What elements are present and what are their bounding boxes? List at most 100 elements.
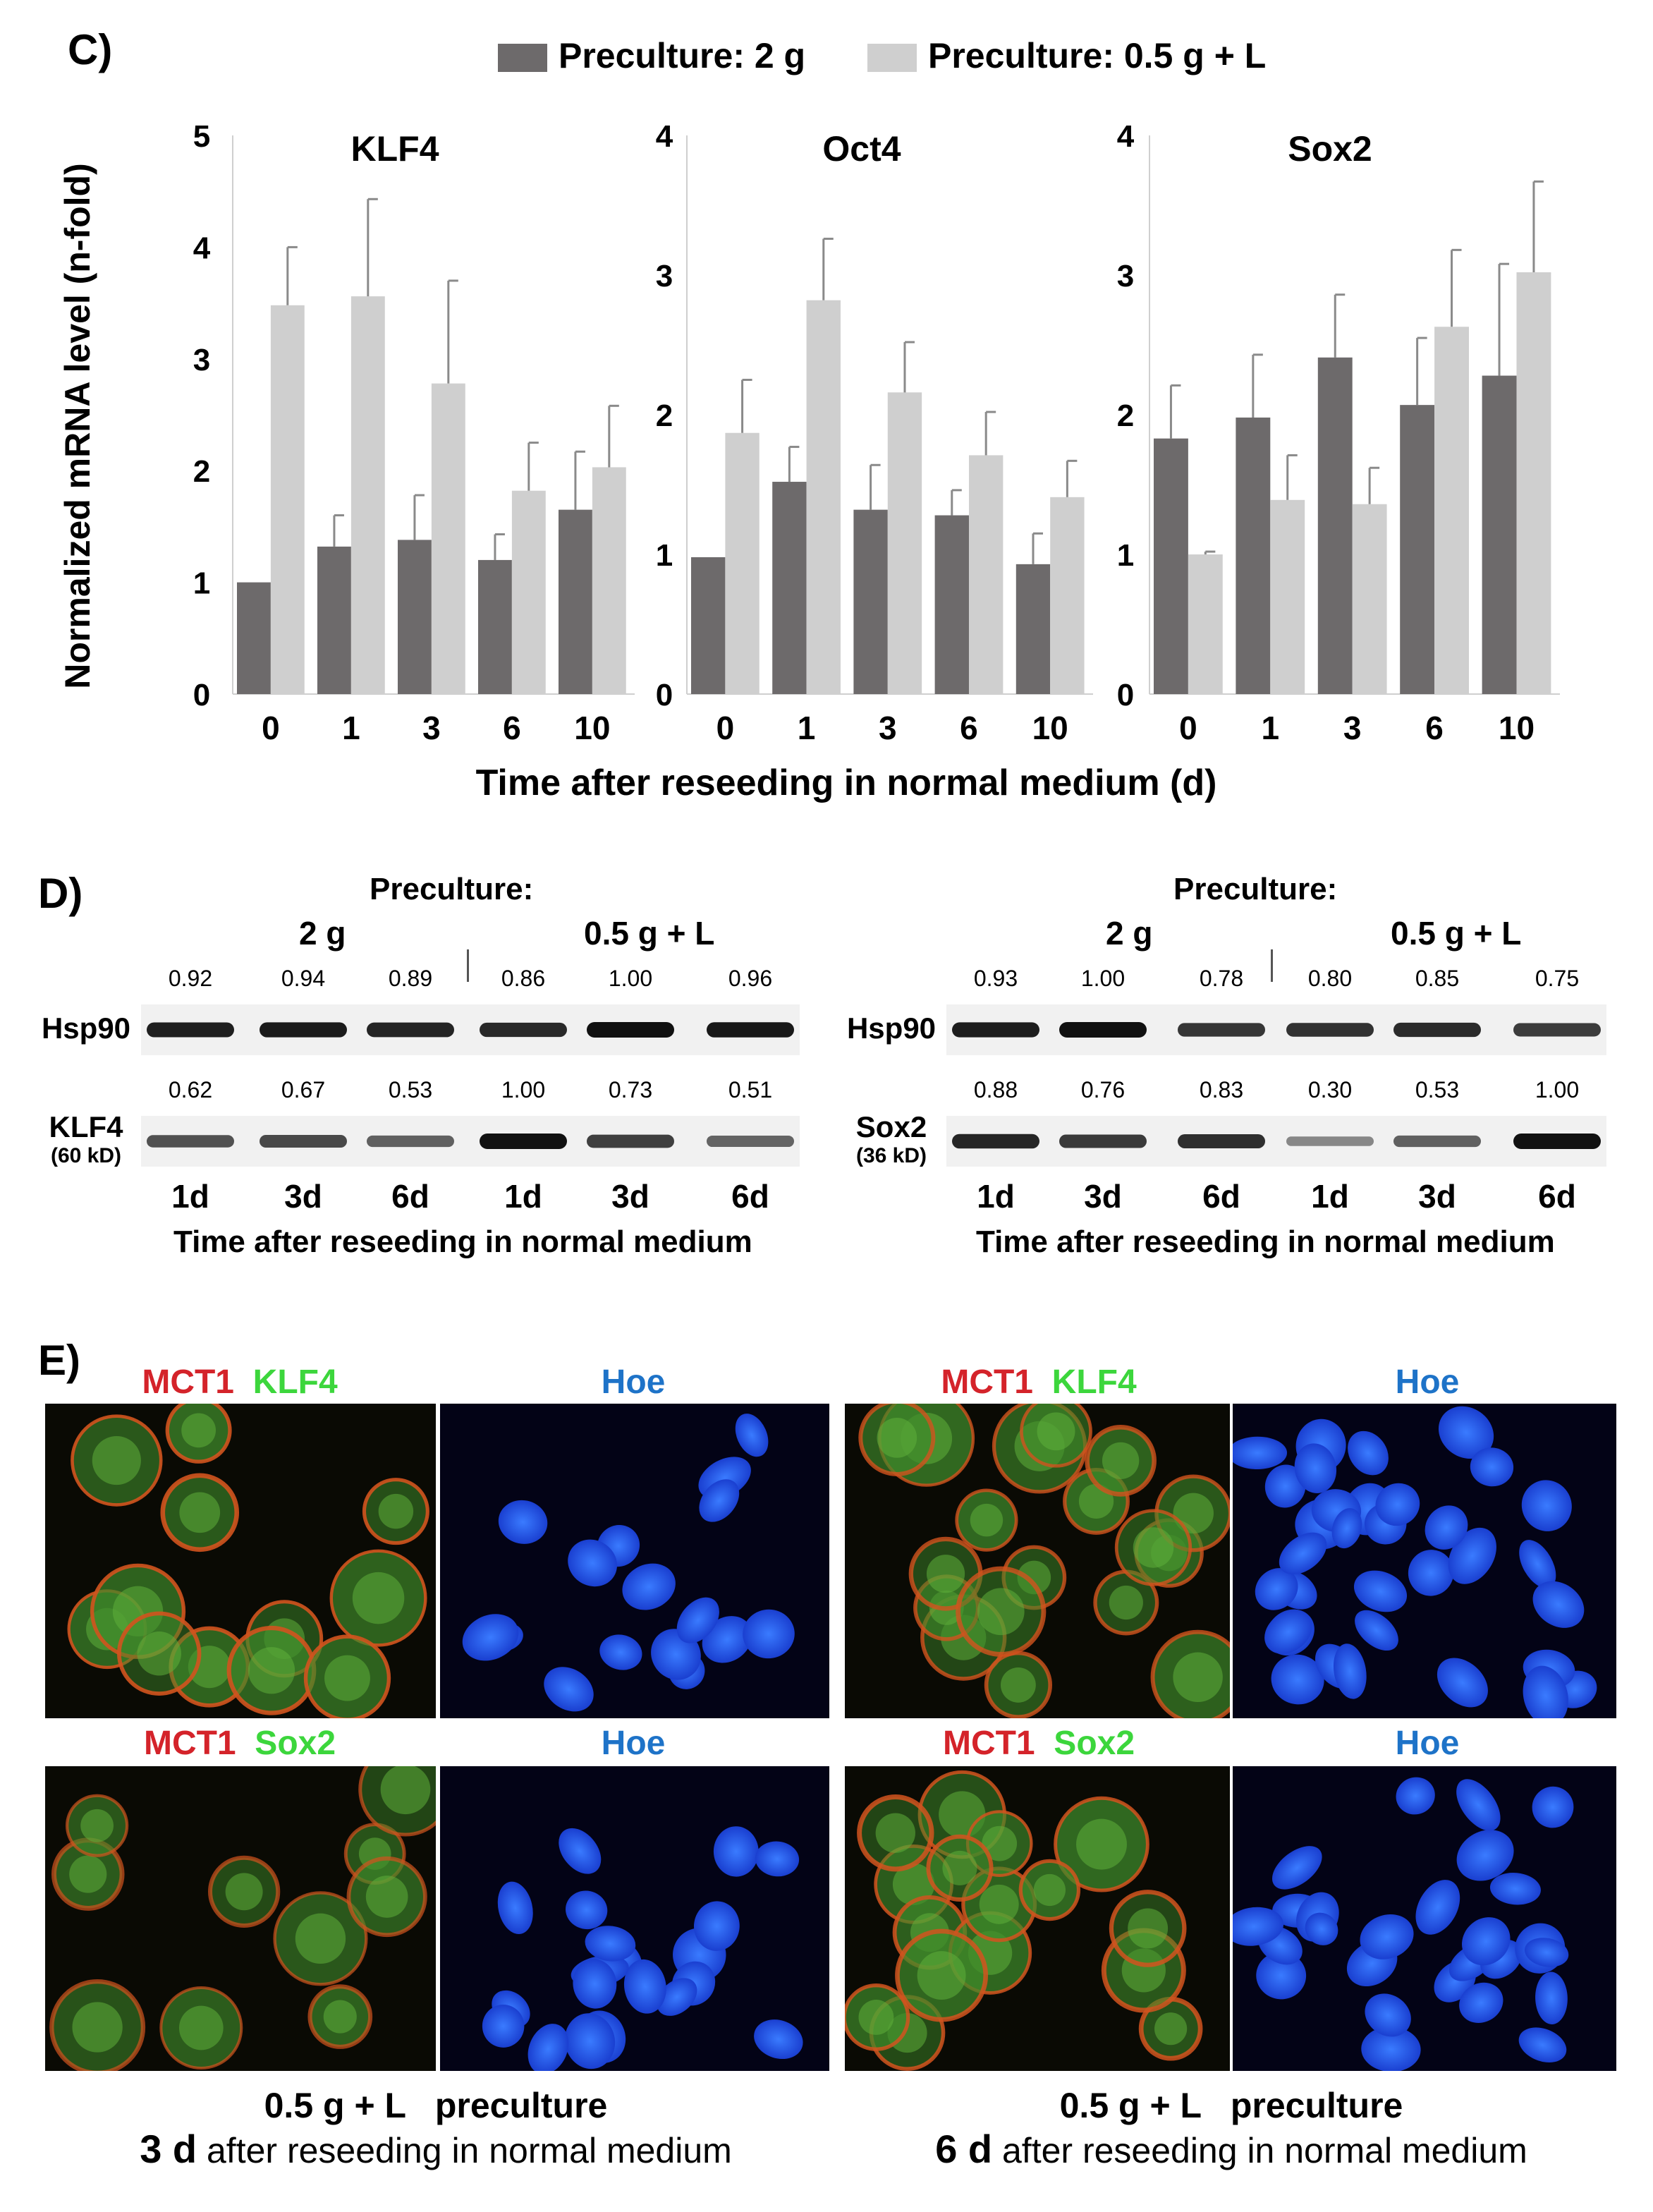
bar-sox2-10-s0 (1482, 375, 1517, 694)
nucleus (1415, 1880, 1460, 1935)
lane-label: 1d (977, 1178, 1015, 1215)
panel-e-label: E) (38, 1337, 80, 1384)
blot-strip (141, 1004, 800, 1055)
chart-sox2: Sox2 0 1 2 3 4 0 1 3 6 10 (1117, 119, 1560, 746)
blot-band (367, 1022, 454, 1038)
cell-nucleus (323, 2000, 357, 2034)
chart-title: KLF4 (351, 129, 439, 169)
bar-oct4-3-s0 (853, 509, 888, 694)
nucleus (1523, 1665, 1568, 1718)
cell-nucleus (69, 1855, 107, 1893)
y-tick-label: 1 (193, 566, 210, 601)
blot1-group-divider (467, 949, 469, 982)
chart-oct4: Oct4 0 1 2 3 4 0 1 3 6 10 (656, 119, 1093, 746)
nucleus (1255, 1568, 1298, 1610)
nucleus (585, 1926, 636, 1962)
y-tick-label: 5 (193, 119, 210, 154)
nucleus (1361, 2026, 1421, 2071)
densitometry-value: 0.88 (974, 1077, 1018, 1102)
bar-klf4-1-s0 (317, 546, 351, 694)
nucleus (622, 1563, 676, 1610)
bar-oct4-0-s1 (725, 432, 760, 694)
caption-6d-line2: 6 d after reseeding in normal medium (843, 2126, 1619, 2172)
cell-nucleus (875, 1813, 915, 1853)
blot-band (480, 1134, 567, 1149)
blot1-group-right: 0.5 g + L (584, 915, 715, 952)
blot1-group-left: 2 g (299, 915, 346, 952)
densitometry-value: 0.51 (728, 1077, 772, 1102)
cell-nucleus (324, 1655, 370, 1701)
caption-3d: 0.5 g + L preculture 3 d after reseeding… (42, 2085, 829, 2172)
cell-nucleus (352, 1572, 405, 1624)
x-tick-label: 10 (574, 710, 610, 746)
nucleus (1360, 1914, 1414, 1959)
x-tick-label: 10 (1032, 710, 1068, 746)
title-mct1-sox2-3d: MCT1 Sox2 (42, 1724, 437, 1763)
blot-band (260, 1134, 347, 1148)
densitometry-value: 1.00 (1081, 966, 1125, 991)
nucleus (573, 1959, 617, 2009)
blot-row-label: KLF4 (49, 1110, 124, 1143)
caption-6d-day: 6 d (935, 2127, 993, 2171)
nucleus (1525, 1938, 1569, 1967)
densitometry-value: 0.80 (1308, 966, 1352, 991)
title-hoe-r1c2: Hoe (601, 1363, 666, 1401)
cell-nucleus (982, 1825, 1018, 1861)
cell-nucleus (248, 1647, 295, 1694)
cell-nucleus (1109, 1585, 1143, 1620)
cell-nucleus (977, 1588, 1025, 1636)
caption-3d-line2: 3 d after reseeding in normal medium (42, 2126, 829, 2172)
cell-nucleus (295, 1913, 346, 1964)
densitometry-value: 1.00 (1535, 1077, 1579, 1102)
x-tick-label: 1 (1261, 710, 1279, 746)
nucleus (1521, 1480, 1572, 1531)
blot-band (480, 1022, 567, 1038)
nucleus (657, 1978, 697, 2016)
lane-label: 3d (284, 1178, 322, 1215)
nucleus (1489, 1873, 1541, 1905)
blot1-preculture-label: Preculture: (370, 872, 534, 906)
caption-6d-rest: after reseeding in normal medium (992, 2131, 1527, 2170)
bar-klf4-3-s0 (398, 540, 432, 694)
x-tick-label: 3 (879, 710, 897, 746)
bar-klf4-6-s1 (511, 490, 546, 694)
x-tick-label: 0 (262, 710, 280, 746)
blot-row-mw: (36 kD) (856, 1144, 927, 1167)
bar-oct4-10-s1 (1050, 497, 1085, 694)
densitometry-value: 0.67 (281, 1077, 325, 1102)
densitometry-value: 0.96 (728, 966, 772, 991)
lane-label: 1d (1311, 1178, 1349, 1215)
nucleus (1264, 1610, 1312, 1654)
bar-klf4-1-s1 (350, 296, 385, 694)
blot-band (587, 1134, 674, 1148)
nucleus (544, 1667, 594, 1712)
nucleus (1233, 1436, 1288, 1469)
title-mct1-sox2-6d: MCT1 Sox2 (845, 1724, 1233, 1763)
cell-nucleus (1173, 1652, 1223, 1703)
lane-label: 1d (504, 1178, 542, 1215)
title-sox2: Sox2 (1054, 1725, 1135, 1762)
bar-oct4-1-s0 (772, 482, 807, 694)
blot-band (260, 1022, 347, 1038)
nucleus (1438, 1406, 1494, 1459)
blot1-time-caption: Time after reseeding in normal medium (173, 1224, 752, 1259)
x-tick-label: 6 (960, 710, 978, 746)
nucleus (699, 1479, 740, 1522)
blot-band (1286, 1023, 1374, 1037)
micro-hoe-3d-klf4 (440, 1404, 829, 1718)
bar-oct4-1-s1 (806, 300, 841, 694)
panel-d-label: D) (38, 870, 83, 917)
densitometry-value: 0.53 (1415, 1077, 1459, 1102)
micro-mct1-sox2-3d (45, 1766, 436, 2071)
y-tick-label: 3 (1117, 259, 1134, 293)
blot2-group-left: 2 g (1106, 915, 1153, 952)
bar-oct4-3-s1 (887, 392, 922, 694)
lane-label: 6d (1202, 1178, 1240, 1215)
blot-band (952, 1134, 1039, 1149)
blot-strip (946, 1004, 1606, 1055)
nucleus (1408, 1550, 1454, 1596)
blot2-svg: Hsp90 0.93 1.00 0.78 0.80 0.85 0.75 Sox2(36 kD)… (847, 966, 1606, 1215)
cell-nucleus (92, 1435, 141, 1485)
caption-6d-line1: 0.5 g + L preculture (1059, 2086, 1403, 2125)
